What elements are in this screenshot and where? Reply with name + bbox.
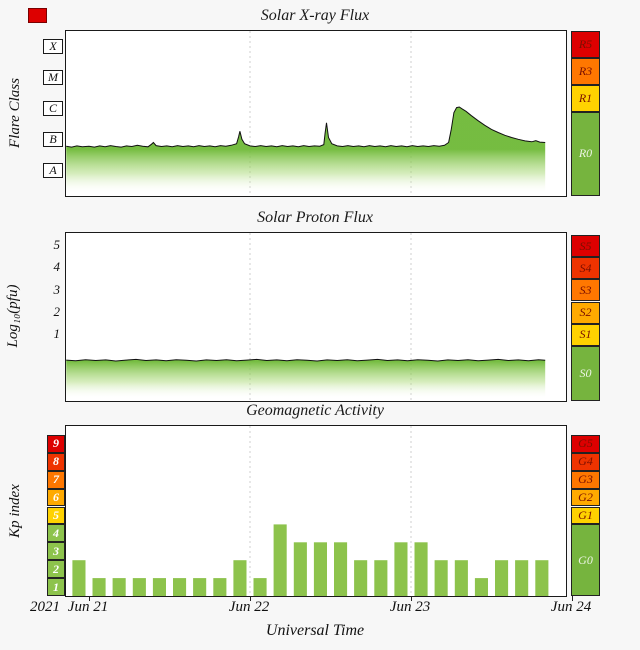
noaa-scale-box-S5: S5 bbox=[571, 235, 600, 258]
xray-chart bbox=[66, 31, 546, 196]
kp-y-axis-label: Kp index bbox=[7, 484, 23, 538]
flare-class-b-label: B bbox=[43, 132, 63, 147]
x-tick-label: Jun 21 bbox=[67, 599, 109, 615]
noaa-scale-box-S4: S4 bbox=[571, 257, 600, 280]
kp-bar bbox=[293, 542, 307, 596]
noaa-scale-box-G0: G0 bbox=[571, 524, 600, 596]
kp-bar bbox=[173, 578, 187, 596]
proton-y-tick-label: 1 bbox=[53, 325, 61, 341]
kp-bar bbox=[273, 524, 287, 596]
xray-y-axis-label: Flare Class bbox=[7, 78, 23, 148]
kp-plot: 9 8 7 6 5 4 3 2 1 G5 G4 G3 G2 G1 G0 bbox=[47, 425, 600, 601]
proton-y-tick-label: 2 bbox=[53, 303, 61, 319]
x-axis-year-label: 2021 bbox=[30, 599, 60, 615]
flare-class-a-label: A bbox=[43, 163, 63, 179]
kp-bar bbox=[72, 560, 86, 596]
kp-axis-box-8: 8 bbox=[47, 452, 65, 471]
noaa-scale-box-S1: S1 bbox=[571, 323, 600, 346]
kp-bar bbox=[374, 560, 388, 596]
kp-bar bbox=[112, 578, 126, 596]
noaa-scale-box-G4: G4 bbox=[571, 452, 600, 471]
corner-red-marker bbox=[28, 8, 47, 23]
kp-bar bbox=[434, 560, 448, 596]
noaa-scale-box-R3: R3 bbox=[571, 58, 600, 86]
xray-panel-title: Solar X-ray Flux bbox=[260, 7, 370, 24]
flare-class-x-label: X bbox=[43, 38, 63, 54]
x-tick-mark bbox=[89, 596, 90, 601]
kp-bar bbox=[394, 542, 408, 596]
noaa-scale-box-G5: G5 bbox=[571, 434, 600, 453]
proton-plot: 5 4 3 2 1 S5 S4 S3 S2 S1 S0 bbox=[54, 232, 600, 402]
kp-axis-box-4: 4 bbox=[47, 524, 65, 543]
kp-bar bbox=[313, 542, 327, 596]
noaa-scale-box-S0: S0 bbox=[571, 345, 600, 401]
kp-bar bbox=[253, 578, 267, 596]
kp-axis-box-3: 3 bbox=[47, 542, 65, 561]
proton-y-tick-label: 5 bbox=[53, 237, 61, 253]
kp-bar bbox=[495, 560, 509, 596]
proton-y-tick-label: 4 bbox=[53, 259, 61, 275]
kp-axis-box-5: 5 bbox=[47, 506, 65, 525]
kp-bar bbox=[454, 560, 468, 596]
kp-bar bbox=[334, 542, 348, 596]
noaa-scale-box-R1: R1 bbox=[571, 85, 600, 112]
proton-y-axis-label: Log₁₀(pfu) bbox=[5, 284, 21, 348]
x-tick-label: Jun 24 bbox=[550, 599, 592, 615]
kp-bar bbox=[515, 560, 529, 596]
noaa-scale-box-R5: R5 bbox=[571, 31, 600, 59]
proton-chart bbox=[66, 233, 546, 401]
kp-bar bbox=[92, 578, 106, 596]
x-tick-label: Jun 22 bbox=[228, 599, 270, 615]
x-tick-mark bbox=[411, 596, 412, 601]
kp-axis-box-9: 9 bbox=[47, 434, 65, 453]
noaa-scale-box-S3: S3 bbox=[571, 279, 600, 302]
xray-flux-line bbox=[66, 106, 546, 148]
noaa-scale-box-G3: G3 bbox=[571, 470, 600, 489]
noaa-scale-box-G1: G1 bbox=[571, 506, 600, 525]
kp-axis-box-2: 2 bbox=[47, 560, 65, 579]
noaa-scale-box-G2: G2 bbox=[571, 488, 600, 507]
kp-chart bbox=[72, 426, 549, 596]
kp-bar bbox=[132, 578, 146, 596]
proton-flux-line bbox=[66, 358, 546, 362]
kp-axis-box-1: 1 bbox=[47, 578, 65, 596]
kp-axis-box-6: 6 bbox=[47, 488, 65, 507]
kp-bar bbox=[474, 578, 488, 596]
kp-axis-box-7: 7 bbox=[47, 470, 65, 489]
kp-bar bbox=[535, 560, 549, 596]
x-axis-title: Universal Time bbox=[265, 622, 365, 639]
xray-plot: X M C B A R5 R3 R1 R0 bbox=[43, 30, 600, 197]
noaa-scale-box-S2: S2 bbox=[571, 301, 600, 324]
kp-bar bbox=[414, 542, 428, 596]
flare-class-m-label: M bbox=[43, 69, 63, 85]
kp-bar bbox=[213, 578, 227, 596]
proton-area-fill bbox=[66, 359, 546, 401]
kp-bar bbox=[354, 560, 368, 596]
x-tick-mark bbox=[250, 596, 251, 601]
kp-panel-title: Geomagnetic Activity bbox=[246, 402, 384, 419]
kp-bar bbox=[193, 578, 207, 596]
x-tick-mark bbox=[572, 596, 573, 601]
x-tick-label: Jun 23 bbox=[389, 599, 431, 615]
flare-class-c-label: C bbox=[43, 100, 63, 116]
noaa-scale-box-R0: R0 bbox=[571, 111, 600, 196]
kp-bar bbox=[152, 578, 166, 596]
kp-bar bbox=[233, 560, 247, 596]
xray-area-fill bbox=[66, 107, 546, 196]
proton-panel-title: Solar Proton Flux bbox=[257, 209, 373, 226]
proton-y-tick-label: 3 bbox=[53, 281, 61, 297]
